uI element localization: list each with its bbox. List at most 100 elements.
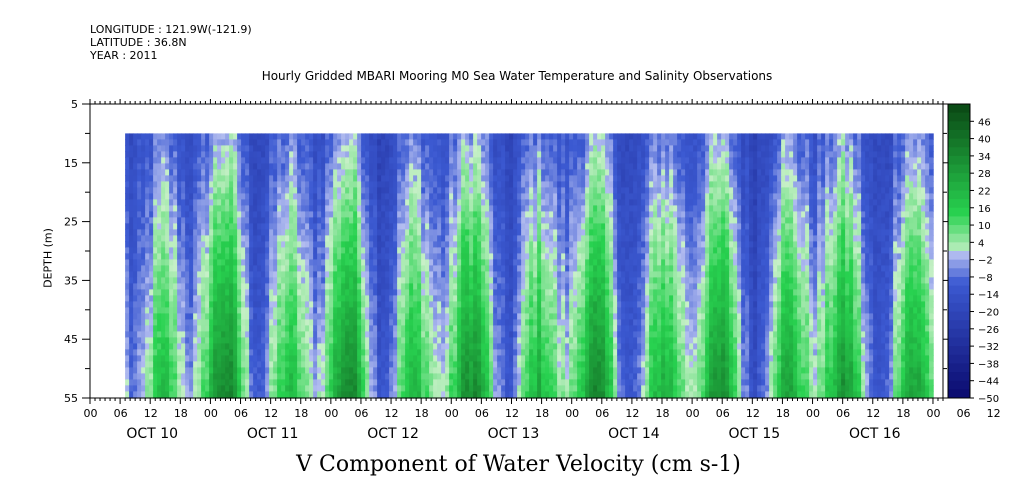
- heatmap-cell: [181, 295, 186, 302]
- heatmap-cell: [489, 175, 494, 182]
- heatmap-cell: [545, 145, 550, 152]
- heatmap-cell: [521, 355, 526, 362]
- heatmap-cell: [521, 373, 526, 380]
- heatmap-cell: [181, 223, 186, 230]
- heatmap-cell: [253, 325, 258, 332]
- heatmap-cell: [461, 145, 466, 152]
- heatmap-cell: [501, 391, 506, 398]
- heatmap-cell: [193, 331, 198, 338]
- heatmap-cell: [201, 343, 206, 350]
- heatmap-cell: [141, 289, 146, 296]
- heatmap-cell: [549, 181, 554, 188]
- heatmap-cell: [205, 367, 210, 374]
- heatmap-cell: [129, 265, 134, 272]
- heatmap-cell: [325, 283, 330, 290]
- heatmap-cell: [161, 337, 166, 344]
- heatmap-cell: [369, 205, 374, 212]
- heatmap-cell: [389, 307, 394, 314]
- heatmap-cell: [249, 199, 254, 206]
- heatmap-cell: [333, 247, 338, 254]
- heatmap-cell: [441, 145, 446, 152]
- heatmap-cell: [309, 331, 314, 338]
- heatmap-cell: [437, 253, 442, 260]
- heatmap-cell: [365, 247, 370, 254]
- heatmap-cell: [501, 313, 506, 320]
- heatmap-cell: [369, 229, 374, 236]
- heatmap-cell: [333, 133, 338, 140]
- heatmap-cell: [313, 301, 318, 308]
- heatmap-cell: [521, 217, 526, 224]
- heatmap-cell: [533, 253, 538, 260]
- heatmap-cell: [165, 235, 170, 242]
- heatmap-cell: [169, 205, 174, 212]
- heatmap-cell: [157, 241, 162, 248]
- heatmap-cell: [157, 325, 162, 332]
- heatmap-cell: [169, 373, 174, 380]
- heatmap-cell: [333, 211, 338, 218]
- heatmap-cell: [349, 229, 354, 236]
- heatmap-cell: [393, 223, 398, 230]
- heatmap-cell: [533, 313, 538, 320]
- heatmap-cell: [261, 385, 266, 392]
- heatmap-cell: [245, 331, 250, 338]
- heatmap-cell: [141, 367, 146, 374]
- heatmap-cell: [541, 361, 546, 368]
- heatmap-cell: [249, 139, 254, 146]
- heatmap-cell: [517, 319, 522, 326]
- heatmap-cell: [201, 355, 206, 362]
- heatmap-cell: [225, 373, 230, 380]
- heatmap-cell: [433, 361, 438, 368]
- heatmap-cell: [345, 187, 350, 194]
- heatmap-cell: [421, 175, 426, 182]
- heatmap-cell: [137, 211, 142, 218]
- heatmap-cell: [373, 271, 378, 278]
- heatmap-cell: [225, 289, 230, 296]
- heatmap-cell: [561, 331, 566, 338]
- heatmap-cell: [309, 211, 314, 218]
- heatmap-cell: [229, 289, 234, 296]
- heatmap-cell: [353, 271, 358, 278]
- heatmap-cell: [269, 265, 274, 272]
- heatmap-cell: [269, 253, 274, 260]
- heatmap-cell: [521, 175, 526, 182]
- heatmap-cell: [241, 265, 246, 272]
- heatmap-cell: [197, 319, 202, 326]
- heatmap-cell: [473, 349, 478, 356]
- heatmap-cell: [349, 379, 354, 386]
- heatmap-cell: [445, 175, 450, 182]
- heatmap-cell: [505, 229, 510, 236]
- heatmap-cell: [521, 295, 526, 302]
- heatmap-cell: [261, 379, 266, 386]
- heatmap-cell: [269, 187, 274, 194]
- heatmap-cell: [521, 145, 526, 152]
- heatmap-cell: [413, 193, 418, 200]
- heatmap-cell: [357, 199, 362, 206]
- heatmap-cell: [565, 199, 570, 206]
- heatmap-cell: [253, 319, 258, 326]
- heatmap-cell: [557, 385, 562, 392]
- heatmap-cell: [149, 163, 154, 170]
- heatmap-cell: [389, 373, 394, 380]
- heatmap-cell: [237, 349, 242, 356]
- heatmap-cell: [221, 385, 226, 392]
- heatmap-cell: [457, 253, 462, 260]
- heatmap-cell: [285, 271, 290, 278]
- heatmap-cell: [541, 349, 546, 356]
- heatmap-cell: [429, 253, 434, 260]
- heatmap-cell: [181, 193, 186, 200]
- heatmap-cell: [261, 175, 266, 182]
- heatmap-cell: [377, 187, 382, 194]
- heatmap-cell: [401, 235, 406, 242]
- heatmap-cell: [529, 379, 534, 386]
- heatmap-cell: [257, 259, 262, 266]
- heatmap-cell: [221, 295, 226, 302]
- heatmap-cell: [177, 301, 182, 308]
- heatmap-cell: [269, 307, 274, 314]
- heatmap-cell: [393, 385, 398, 392]
- heatmap-cell: [369, 391, 374, 398]
- heatmap-cell: [257, 229, 262, 236]
- heatmap-cell: [297, 349, 302, 356]
- heatmap-cell: [153, 229, 158, 236]
- heatmap-cell: [173, 175, 178, 182]
- heatmap-cell: [389, 325, 394, 332]
